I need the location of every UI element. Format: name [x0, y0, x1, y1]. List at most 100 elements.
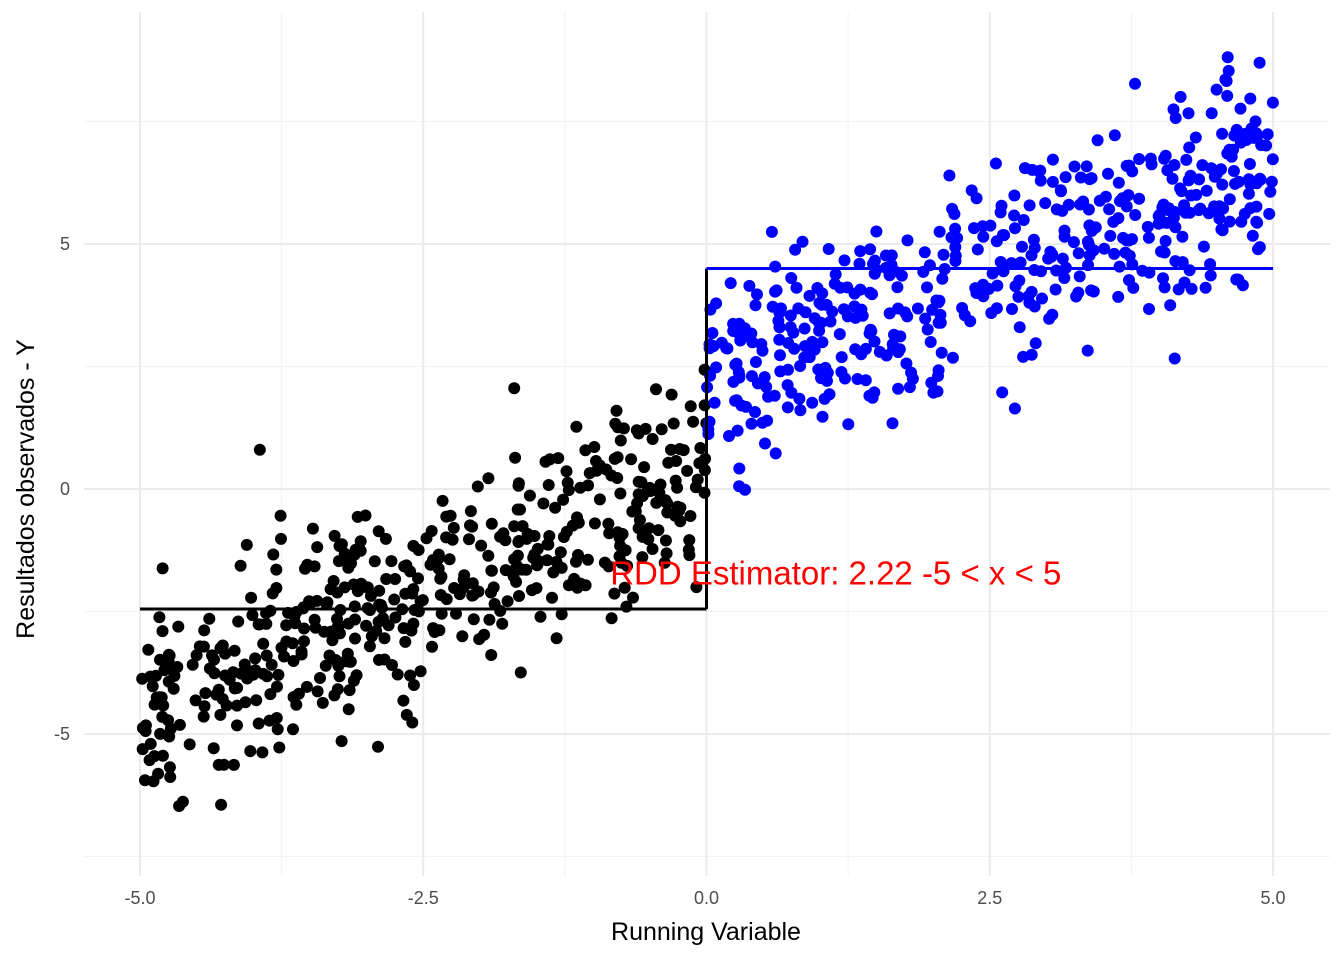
right-data-point	[706, 327, 719, 339]
left-data-point	[482, 549, 495, 562]
x-tick-label: 5.0	[1260, 888, 1285, 908]
right-data-point	[1234, 136, 1247, 149]
right-data-point	[745, 370, 758, 383]
left-data-point	[271, 723, 284, 736]
left-data-point	[215, 798, 228, 811]
right-data-point	[1089, 221, 1102, 234]
left-data-point	[534, 610, 547, 623]
right-data-point	[781, 401, 794, 414]
right-data-point	[1027, 233, 1040, 246]
right-data-point	[733, 480, 746, 493]
left-data-point	[240, 538, 253, 551]
right-data-point	[1176, 230, 1189, 243]
right-data-point	[1108, 247, 1121, 260]
right-data-point	[1166, 172, 1179, 185]
left-data-point	[351, 510, 364, 523]
annotation-rdd-estimator: RDD Estimator: 2.22 -5 < x < 5	[610, 554, 1061, 591]
left-data-point	[665, 443, 677, 456]
left-data-point	[311, 685, 324, 698]
right-data-point	[790, 281, 803, 294]
right-data-point	[870, 225, 883, 238]
right-data-point	[1264, 185, 1277, 198]
right-data-point	[710, 297, 723, 310]
left-data-point	[646, 433, 659, 445]
right-data-point	[1116, 192, 1129, 205]
left-data-point	[136, 722, 149, 734]
left-data-point	[593, 493, 606, 506]
left-data-point	[605, 612, 618, 625]
right-data-point	[803, 289, 816, 302]
left-data-point	[662, 456, 675, 469]
left-data-point	[323, 649, 336, 662]
right-data-point	[1058, 230, 1071, 243]
left-data-point	[207, 742, 220, 755]
right-data-point	[943, 169, 956, 182]
left-data-point	[157, 699, 170, 712]
left-data-point	[562, 484, 575, 497]
right-data-point	[1158, 152, 1171, 165]
right-data-point	[1235, 215, 1248, 228]
left-data-point	[482, 472, 495, 485]
left-data-point	[632, 488, 645, 501]
left-data-point	[189, 694, 202, 707]
left-data-point	[574, 481, 587, 494]
right-data-point	[1058, 272, 1071, 284]
right-data-point	[1180, 153, 1193, 166]
right-data-point	[1250, 127, 1263, 140]
left-data-point	[400, 708, 413, 721]
left-data-point	[148, 750, 161, 763]
right-data-point	[733, 462, 746, 475]
right-data-point	[1119, 246, 1132, 259]
right-data-point	[702, 423, 715, 436]
right-data-point	[937, 248, 950, 261]
left-data-point	[508, 520, 521, 533]
right-data-point	[1016, 240, 1028, 253]
left-data-point	[614, 487, 627, 500]
right-data-point	[933, 225, 946, 238]
right-data-point	[829, 268, 842, 281]
right-data-point	[848, 300, 861, 313]
right-data-point	[1266, 96, 1279, 109]
left-data-point	[156, 749, 169, 762]
left-data-point	[171, 661, 184, 673]
right-data-point	[785, 272, 798, 284]
y-tick-label: 5	[60, 234, 70, 254]
right-data-point	[990, 235, 1003, 248]
right-data-point	[1169, 112, 1182, 124]
left-data-point	[252, 717, 265, 730]
left-data-point	[343, 655, 356, 668]
left-data-point	[435, 607, 448, 620]
left-data-point	[379, 532, 392, 545]
right-data-point	[1022, 290, 1035, 303]
right-data-point	[798, 322, 811, 335]
left-data-point	[605, 469, 618, 482]
left-data-point	[154, 727, 167, 740]
y-tick-label: 0	[60, 479, 70, 499]
right-data-point	[1184, 169, 1197, 182]
right-data-point	[964, 315, 977, 328]
right-data-point	[970, 192, 983, 205]
left-data-point	[554, 546, 567, 559]
left-data-point	[611, 421, 624, 434]
left-data-point	[244, 745, 257, 758]
right-data-point	[892, 382, 905, 395]
left-data-point	[249, 652, 262, 665]
left-data-point	[510, 575, 523, 588]
right-data-point	[1244, 92, 1257, 105]
right-data-point	[921, 281, 933, 294]
left-data-point	[550, 632, 563, 645]
left-data-point	[370, 624, 383, 637]
right-data-point	[1073, 270, 1086, 283]
right-data-point	[835, 351, 848, 364]
x-tick-label: -2.5	[408, 888, 439, 908]
left-data-point	[399, 635, 412, 648]
left-data-point	[190, 649, 203, 662]
right-data-point	[1029, 337, 1042, 350]
right-data-point	[781, 379, 794, 392]
right-data-point	[863, 389, 876, 402]
right-data-point	[1253, 241, 1266, 254]
right-data-point	[1197, 240, 1210, 253]
left-data-point	[219, 669, 231, 682]
right-data-point	[729, 358, 742, 371]
left-data-point	[698, 464, 711, 477]
